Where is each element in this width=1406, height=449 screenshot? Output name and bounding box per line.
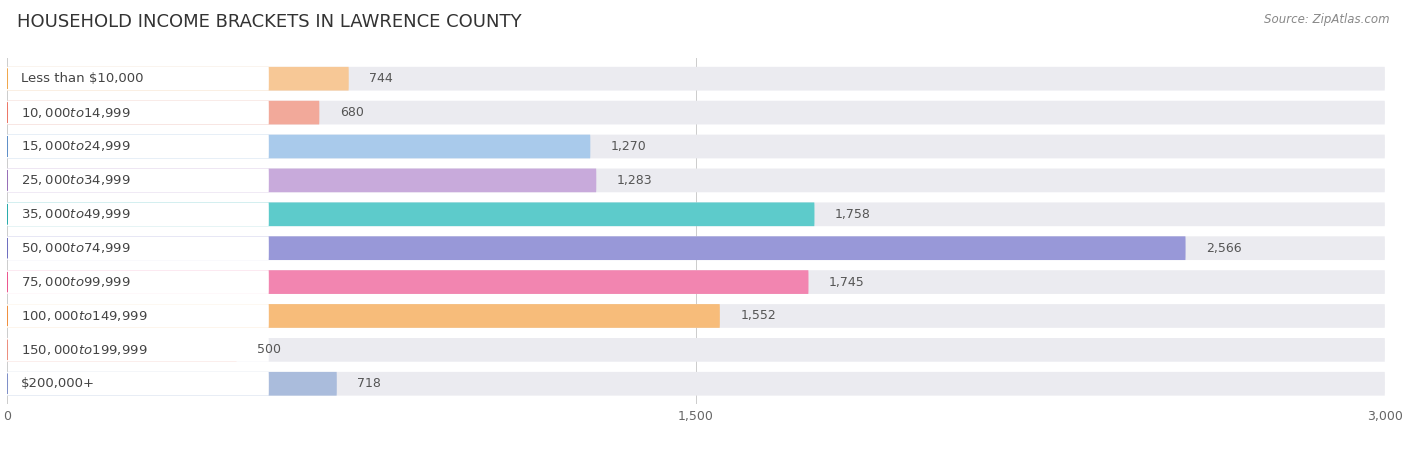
FancyBboxPatch shape <box>7 304 1385 328</box>
FancyBboxPatch shape <box>7 135 1385 158</box>
FancyBboxPatch shape <box>7 372 1385 396</box>
Text: $35,000 to $49,999: $35,000 to $49,999 <box>21 207 131 221</box>
Text: 744: 744 <box>370 72 394 85</box>
FancyBboxPatch shape <box>7 372 337 396</box>
FancyBboxPatch shape <box>7 67 349 91</box>
FancyBboxPatch shape <box>7 101 319 124</box>
FancyBboxPatch shape <box>7 135 269 158</box>
Text: 680: 680 <box>340 106 364 119</box>
FancyBboxPatch shape <box>7 270 269 294</box>
FancyBboxPatch shape <box>7 236 1385 260</box>
Text: $50,000 to $74,999: $50,000 to $74,999 <box>21 241 131 255</box>
FancyBboxPatch shape <box>7 168 1385 192</box>
Text: $25,000 to $34,999: $25,000 to $34,999 <box>21 173 131 187</box>
FancyBboxPatch shape <box>7 270 808 294</box>
FancyBboxPatch shape <box>7 236 269 260</box>
Text: 1,552: 1,552 <box>741 309 776 322</box>
Text: HOUSEHOLD INCOME BRACKETS IN LAWRENCE COUNTY: HOUSEHOLD INCOME BRACKETS IN LAWRENCE CO… <box>17 13 522 31</box>
Text: $75,000 to $99,999: $75,000 to $99,999 <box>21 275 131 289</box>
FancyBboxPatch shape <box>7 67 1385 91</box>
FancyBboxPatch shape <box>7 304 720 328</box>
FancyBboxPatch shape <box>7 101 269 124</box>
Text: 1,270: 1,270 <box>612 140 647 153</box>
Text: 718: 718 <box>357 377 381 390</box>
FancyBboxPatch shape <box>7 168 596 192</box>
Text: $150,000 to $199,999: $150,000 to $199,999 <box>21 343 148 357</box>
FancyBboxPatch shape <box>7 338 236 362</box>
Text: $10,000 to $14,999: $10,000 to $14,999 <box>21 106 131 119</box>
Text: 2,566: 2,566 <box>1206 242 1241 255</box>
Text: $15,000 to $24,999: $15,000 to $24,999 <box>21 140 131 154</box>
FancyBboxPatch shape <box>7 304 269 328</box>
FancyBboxPatch shape <box>7 372 269 396</box>
FancyBboxPatch shape <box>7 236 1185 260</box>
FancyBboxPatch shape <box>7 270 1385 294</box>
Text: 1,758: 1,758 <box>835 208 870 221</box>
FancyBboxPatch shape <box>7 168 269 192</box>
FancyBboxPatch shape <box>7 202 814 226</box>
FancyBboxPatch shape <box>7 202 1385 226</box>
FancyBboxPatch shape <box>7 338 1385 362</box>
FancyBboxPatch shape <box>7 101 1385 124</box>
Text: $200,000+: $200,000+ <box>21 377 96 390</box>
Text: 1,745: 1,745 <box>830 276 865 289</box>
FancyBboxPatch shape <box>7 67 269 91</box>
Text: 1,283: 1,283 <box>617 174 652 187</box>
Text: Source: ZipAtlas.com: Source: ZipAtlas.com <box>1264 13 1389 26</box>
Text: Less than $10,000: Less than $10,000 <box>21 72 143 85</box>
FancyBboxPatch shape <box>7 135 591 158</box>
Text: $100,000 to $149,999: $100,000 to $149,999 <box>21 309 148 323</box>
FancyBboxPatch shape <box>7 338 269 362</box>
FancyBboxPatch shape <box>7 202 269 226</box>
Text: 500: 500 <box>257 343 281 357</box>
